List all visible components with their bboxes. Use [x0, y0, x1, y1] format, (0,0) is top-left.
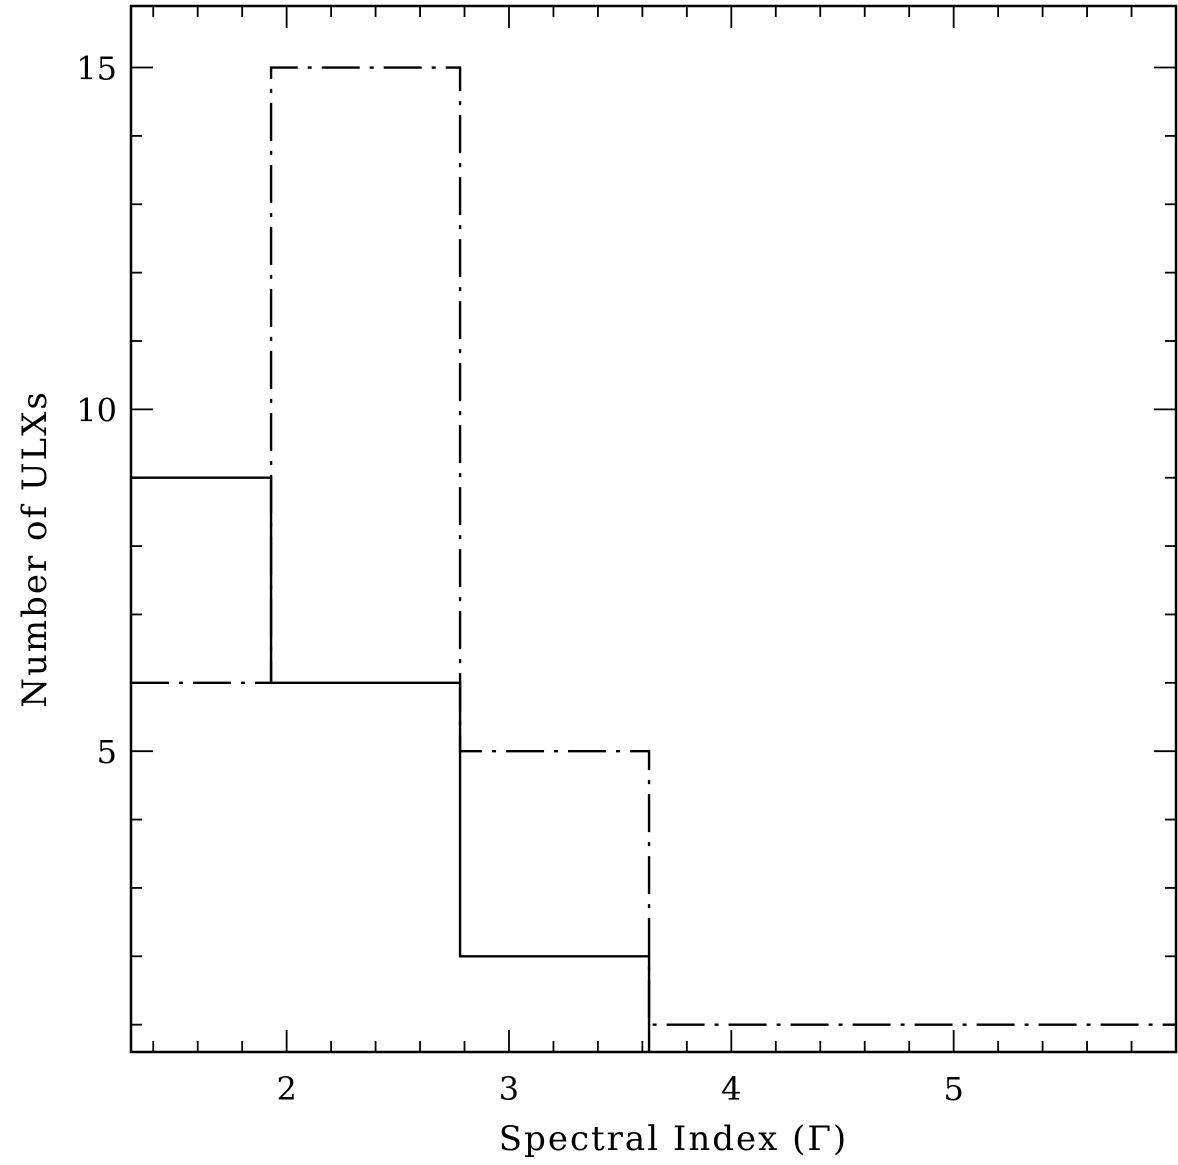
histogram-series-solid: [131, 476, 651, 1052]
axis-ticks: [131, 6, 1177, 1052]
x-tick-label: 5: [943, 1070, 963, 1108]
y-tick-label: 10: [76, 391, 117, 429]
plot-frame: [129, 4, 1178, 1054]
histogram-series: [131, 66, 1176, 1052]
x-axis-title: Spectral Index (Γ): [499, 1119, 848, 1159]
x-tick-label: 3: [499, 1070, 519, 1108]
x-tick-label: 2: [276, 1070, 296, 1108]
y-tick-label: 5: [97, 733, 117, 771]
tick-labels: 2 3 4 5 5 10 15: [76, 50, 964, 1108]
x-tick-label: 4: [721, 1070, 741, 1108]
y-tick-label: 15: [76, 50, 117, 88]
histogram-series-dashed: [131, 66, 1176, 1026]
y-axis-title: Number of ULXs: [15, 390, 55, 708]
